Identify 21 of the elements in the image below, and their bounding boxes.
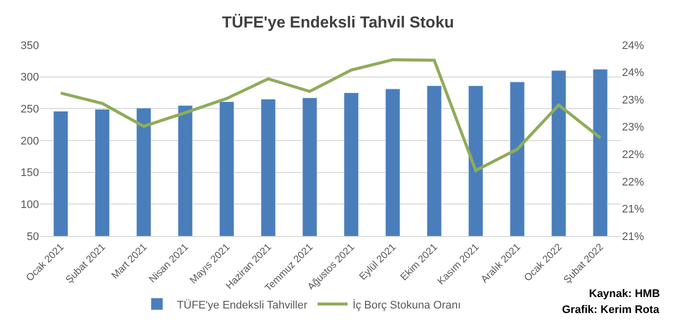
legend-label: İç Borç Stokuna Oranı [352, 298, 461, 312]
text: Grafik: Kerim Rota [562, 304, 660, 316]
line-series [59, 58, 602, 172]
y2-tick-label: 22% [622, 148, 644, 161]
y2-tick-label: 21% [622, 230, 644, 243]
y2-tick-label: 24% [622, 67, 644, 80]
legend-label: TÜFE'ye Endeksli Tahviller [176, 298, 308, 312]
y-tick-label: 300 [20, 72, 39, 84]
y-tick-label: 150 [20, 167, 39, 180]
y-tick-label: 100 [20, 199, 39, 212]
chart-title: TÜFE'ye Endeksli Tahvil Stoku [222, 14, 454, 32]
y2-tick-label: 24% [622, 40, 644, 52]
y-tick-label: 250 [20, 104, 39, 116]
y-tick-label: 350 [20, 40, 39, 52]
y2-tick-label: 23% [622, 122, 644, 134]
text: Kaynak: HMB [589, 288, 660, 300]
y2-tick-label: 22% [622, 176, 644, 188]
y-tick-label: 50 [26, 230, 39, 243]
y2-tick-label: 21% [622, 204, 644, 216]
y-tick-label: 200 [20, 135, 39, 148]
y2-tick-label: 23% [622, 94, 644, 106]
